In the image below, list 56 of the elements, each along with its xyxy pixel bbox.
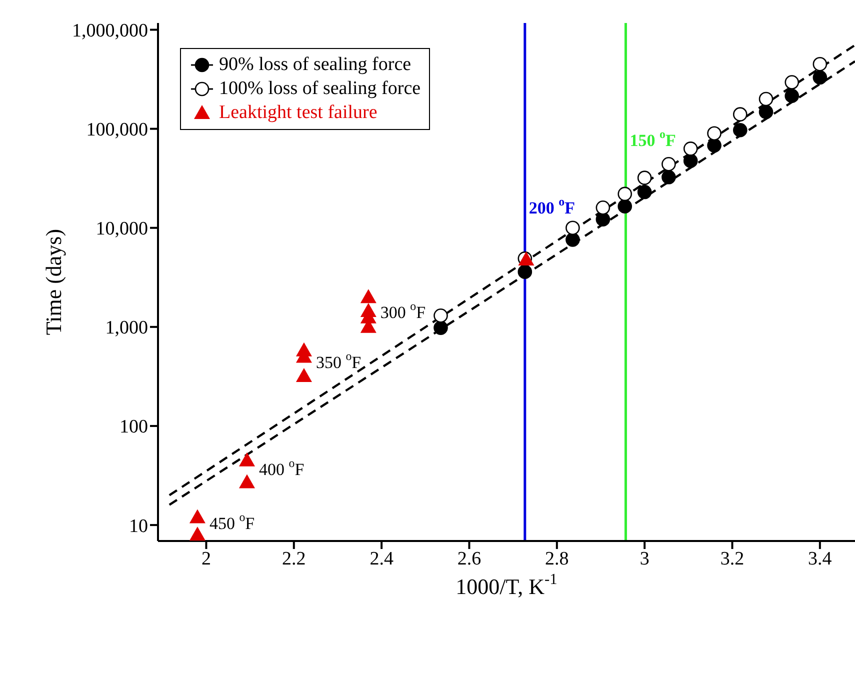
y-axis-title: Time (days) [41, 228, 66, 336]
point [758, 104, 774, 120]
point [296, 368, 312, 382]
y-tick-label: 1,000 [105, 318, 148, 339]
point [812, 56, 828, 72]
point [758, 92, 774, 106]
x-tick-label: 2.2 [282, 548, 306, 570]
point [733, 122, 748, 138]
x-axis-title: 1000/T, K$^{-1}$ [456, 571, 558, 600]
x-tick-label: 3.2 [720, 548, 744, 570]
point [566, 220, 580, 236]
point [618, 199, 632, 214]
y-tick-label: 10,000 [96, 218, 148, 240]
point [518, 264, 532, 279]
point [189, 526, 206, 541]
x-tick-label: 2.6 [457, 548, 482, 570]
x-tick-label: 2.4 [370, 548, 394, 570]
point [784, 88, 800, 104]
point [707, 138, 722, 153]
point [566, 232, 580, 247]
point [637, 184, 652, 200]
point [662, 156, 676, 172]
point [784, 75, 800, 90]
legend-label: 90% loss of sealing force [219, 54, 412, 76]
ref-line-label: 150 $^{o}$F [630, 126, 676, 150]
point [238, 474, 255, 488]
annotation: 400 $^{o}$F [258, 456, 304, 480]
legend-label: 100% loss of sealing force [219, 78, 421, 100]
y-tick-label: 100,000 [86, 120, 148, 141]
point [434, 308, 448, 323]
point [683, 142, 698, 156]
point [662, 170, 676, 184]
point [360, 289, 376, 304]
x-tick-label: 3.4 [808, 548, 832, 570]
point [733, 107, 748, 122]
annotation: 300 $^{o}$F [380, 298, 426, 322]
y-tick-label: 100 [120, 416, 148, 438]
x-tick-label: 2 [201, 548, 211, 570]
annotation: 450 $^{o}$F [209, 510, 255, 533]
point [618, 186, 632, 202]
point [707, 126, 722, 140]
point [637, 170, 652, 185]
point [434, 320, 448, 335]
point [596, 212, 610, 226]
point [596, 200, 610, 215]
point [683, 154, 698, 168]
y-tick-label: 1,000,000 [72, 20, 148, 42]
point [189, 509, 206, 524]
point [238, 452, 255, 466]
ref-line-label: 200 $^{o}$F [528, 194, 576, 218]
y-tick-label: 10 [129, 516, 148, 537]
point [812, 70, 828, 85]
annotation: 350 $^{o}$F [316, 348, 362, 372]
legend-label: Leaktight test failure [219, 102, 378, 124]
x-tick-label: 3 [640, 548, 650, 570]
x-tick-label: 2.8 [545, 548, 569, 570]
